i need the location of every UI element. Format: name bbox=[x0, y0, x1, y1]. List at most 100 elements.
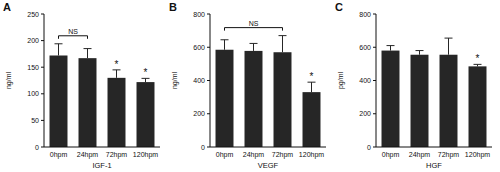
significance-mark: * bbox=[310, 71, 314, 82]
x-axis-line bbox=[210, 147, 326, 148]
bar bbox=[50, 55, 68, 147]
y-tick-label: 50 bbox=[31, 117, 39, 124]
panel-label: C bbox=[335, 1, 343, 13]
error-bar bbox=[55, 44, 63, 56]
error-stem bbox=[145, 78, 146, 82]
error-bar bbox=[250, 43, 258, 50]
y-tick-label: 100 bbox=[27, 90, 39, 97]
error-bar bbox=[445, 38, 453, 55]
panel: Cpg/ml02004006008000hpm24hpm72hpm120hpmH… bbox=[335, 1, 492, 170]
y-tick-label: 200 bbox=[359, 110, 371, 117]
y-tick bbox=[207, 14, 210, 15]
error-cap bbox=[221, 39, 229, 40]
x-axis-line bbox=[376, 147, 492, 148]
y-tick-label: 150 bbox=[27, 64, 39, 71]
y-tick-label: 250 bbox=[27, 11, 39, 18]
error-stem bbox=[224, 40, 225, 50]
x-tick-label: 120hpm bbox=[133, 151, 158, 159]
error-bar bbox=[84, 49, 92, 59]
x-tick-label: 72hpm bbox=[106, 151, 128, 159]
error-cap bbox=[84, 48, 92, 49]
x-tick-label: 120hpm bbox=[465, 151, 490, 159]
y-tick bbox=[41, 93, 44, 94]
panel-label: A bbox=[3, 1, 11, 13]
error-cap bbox=[416, 50, 424, 51]
bars bbox=[50, 44, 155, 147]
x-tick-label: 72hpm bbox=[438, 151, 460, 159]
bar bbox=[303, 92, 321, 147]
y-tick-label: 600 bbox=[193, 44, 205, 51]
bar bbox=[216, 50, 234, 147]
y-tick bbox=[207, 113, 210, 114]
y-tick bbox=[41, 40, 44, 41]
y-axis-label: pg/ml bbox=[337, 72, 345, 90]
bar bbox=[382, 51, 400, 147]
y-tick-label: 400 bbox=[193, 77, 205, 84]
y-tick-label: 0 bbox=[367, 144, 371, 151]
error-bar bbox=[279, 36, 287, 53]
y-tick-label: 200 bbox=[27, 37, 39, 44]
bars bbox=[216, 36, 321, 147]
error-stem bbox=[253, 43, 254, 50]
bars bbox=[382, 38, 487, 147]
error-cap bbox=[387, 45, 395, 46]
error-stem bbox=[116, 70, 117, 78]
x-axis-label: IGF-1 bbox=[92, 161, 111, 170]
significance-mark: * bbox=[476, 53, 480, 64]
y-tick bbox=[373, 47, 376, 48]
bar bbox=[274, 52, 292, 147]
y-tick bbox=[373, 80, 376, 81]
x-tick-label: 120hpm bbox=[299, 151, 324, 159]
y-tick bbox=[41, 120, 44, 121]
y-axis-label: ng/ml bbox=[171, 72, 179, 90]
bracket-label: NS bbox=[68, 28, 78, 35]
y-tick bbox=[373, 147, 376, 148]
error-stem bbox=[282, 36, 283, 53]
error-cap bbox=[250, 43, 258, 44]
y-tick-label: 0 bbox=[35, 144, 39, 151]
y-tick-label: 0 bbox=[201, 144, 205, 151]
significance-mark: * bbox=[115, 59, 119, 70]
error-stem bbox=[390, 46, 391, 51]
bar bbox=[469, 66, 487, 147]
x-tick-label: 0hpm bbox=[382, 151, 400, 159]
y-tick-label: 800 bbox=[193, 11, 205, 18]
x-tick-label: 24hpm bbox=[409, 151, 431, 159]
y-axis-label: ng/ml bbox=[5, 72, 13, 90]
bar bbox=[245, 51, 263, 147]
y-tick-label: 200 bbox=[193, 110, 205, 117]
bar bbox=[411, 55, 429, 147]
panel-label: B bbox=[169, 1, 177, 13]
x-axis-line bbox=[44, 147, 160, 148]
x-tick-label: 0hpm bbox=[50, 151, 68, 159]
bar bbox=[440, 55, 458, 147]
significance-mark: * bbox=[144, 67, 148, 78]
error-bar bbox=[142, 78, 150, 82]
y-axis-line bbox=[44, 14, 45, 147]
y-tick bbox=[207, 80, 210, 81]
y-tick bbox=[207, 147, 210, 148]
error-bar bbox=[113, 70, 121, 78]
bracket bbox=[225, 28, 283, 31]
error-stem bbox=[87, 49, 88, 59]
error-cap bbox=[279, 35, 287, 36]
error-bar bbox=[416, 51, 424, 55]
y-tick bbox=[41, 14, 44, 15]
error-cap bbox=[445, 38, 453, 39]
error-bar bbox=[308, 82, 316, 92]
error-stem bbox=[419, 51, 420, 55]
x-tick-label: 24hpm bbox=[243, 151, 265, 159]
y-tick bbox=[207, 47, 210, 48]
x-axis-label: VEGF bbox=[258, 161, 279, 170]
bar bbox=[108, 78, 126, 147]
y-tick bbox=[373, 113, 376, 114]
x-tick-label: 72hpm bbox=[272, 151, 294, 159]
panel: Bng/ml02004006008000hpm24hpm72hpm120hpmV… bbox=[169, 1, 326, 170]
error-bar bbox=[221, 40, 229, 50]
bracket-label: NS bbox=[249, 20, 259, 27]
panel: Ang/ml 0 50 100 150 200 250 0hpm 24hpm 72hpm 120hp… bbox=[3, 1, 160, 170]
y-tick-label: 800 bbox=[359, 11, 371, 18]
x-tick-label: 24hpm bbox=[77, 151, 99, 159]
error-bar bbox=[474, 64, 482, 66]
y-tick bbox=[41, 67, 44, 68]
